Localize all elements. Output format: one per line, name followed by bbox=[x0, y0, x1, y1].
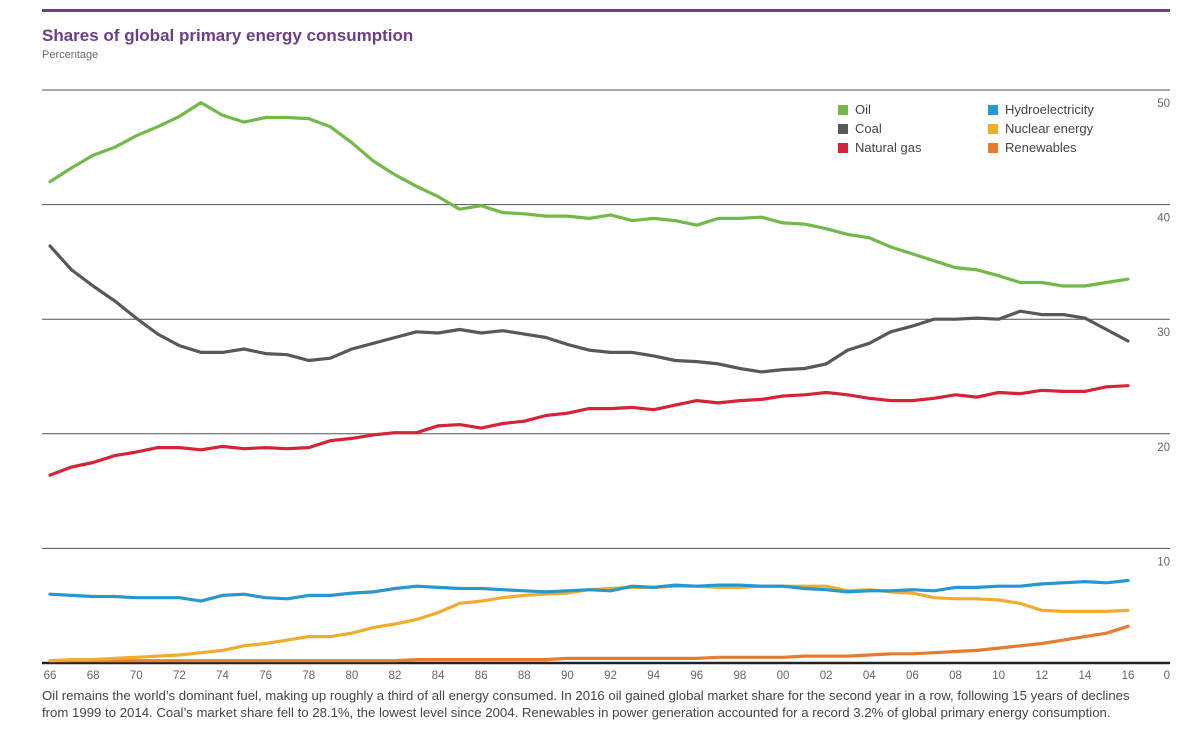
x-tick-label: 96 bbox=[690, 670, 703, 682]
y-tick-label: 40 bbox=[1157, 213, 1170, 225]
series-line-coal bbox=[48, 244, 1130, 374]
x-tick-label: 70 bbox=[130, 670, 143, 682]
x-tick-label: 14 bbox=[1078, 670, 1091, 682]
series-line-renewables bbox=[48, 624, 1130, 663]
x-tick-label: 90 bbox=[561, 670, 574, 682]
x-tick-label: 16 bbox=[1122, 670, 1135, 682]
legend-swatch-natural-gas bbox=[838, 142, 848, 153]
legend-item-hydroelectricity: Hydroelectricity bbox=[988, 100, 1158, 119]
legend-label: Natural gas bbox=[855, 140, 922, 155]
x-tick-label: 92 bbox=[604, 670, 617, 682]
y-tick-label: 50 bbox=[1157, 98, 1170, 110]
legend-item-coal: Coal bbox=[838, 119, 1008, 138]
y-tick-label: 10 bbox=[1157, 556, 1170, 568]
x-tick-label: 66 bbox=[44, 670, 57, 682]
x-tick-label: 94 bbox=[647, 670, 660, 682]
y-tick-label: 0 bbox=[1164, 670, 1170, 682]
x-tick-label: 74 bbox=[216, 670, 229, 682]
legend-label: Nuclear energy bbox=[1005, 121, 1094, 136]
x-tick-label: 00 bbox=[777, 670, 790, 682]
series-lines bbox=[48, 100, 1130, 663]
legend-label: Coal bbox=[855, 121, 882, 136]
legend-swatch-oil bbox=[838, 104, 848, 115]
x-tick-label: 08 bbox=[949, 670, 962, 682]
chart-subtitle: Percentage bbox=[42, 49, 99, 61]
y-tick-label: 20 bbox=[1157, 442, 1170, 454]
series-line-hydroelectricity bbox=[48, 578, 1130, 603]
x-tick-label: 76 bbox=[259, 670, 272, 682]
gridlines bbox=[42, 89, 1170, 665]
legend-item-oil: Oil bbox=[838, 100, 1008, 119]
chart-title: Shares of global primary energy consumpt… bbox=[42, 26, 414, 45]
x-tick-label: 78 bbox=[302, 670, 315, 682]
x-tick-label: 80 bbox=[345, 670, 358, 682]
legend-column-1: Oil Coal Natural gas bbox=[838, 100, 1008, 157]
x-tick-label: 06 bbox=[906, 670, 919, 682]
legend-label: Hydroelectricity bbox=[1005, 102, 1094, 117]
legend-swatch-renewables bbox=[988, 142, 998, 153]
chart-caption: Oil remains the world’s dominant fuel, m… bbox=[42, 688, 1130, 720]
legend-item-renewables: Renewables bbox=[988, 138, 1158, 157]
x-tick-label: 82 bbox=[389, 670, 402, 682]
legend-item-nuclear: Nuclear energy bbox=[988, 119, 1158, 138]
series-line-natural-gas bbox=[48, 384, 1130, 477]
x-tick-label: 12 bbox=[1035, 670, 1048, 682]
x-tick-label: 10 bbox=[992, 670, 1005, 682]
y-axis-ticks: 0 10 20 30 40 50 bbox=[1157, 98, 1170, 682]
x-tick-label: 72 bbox=[173, 670, 186, 682]
legend-label: Oil bbox=[855, 102, 871, 117]
y-tick-label: 30 bbox=[1157, 327, 1170, 339]
x-tick-label: 04 bbox=[863, 670, 876, 682]
x-axis-ticks: 66 68 70 72 74 76 78 80 82 84 86 88 90 92 94 96 98 00 02 04… bbox=[44, 670, 1135, 682]
legend-swatch-coal bbox=[838, 123, 848, 134]
legend-item-natural-gas: Natural gas bbox=[838, 138, 1008, 157]
x-tick-label: 02 bbox=[820, 670, 833, 682]
top-rule bbox=[42, 9, 1170, 12]
x-tick-label: 88 bbox=[518, 670, 531, 682]
legend-swatch-hydroelectricity bbox=[988, 104, 998, 115]
legend-column-2: Hydroelectricity Nuclear energy Renewabl… bbox=[988, 100, 1158, 157]
x-tick-label: 68 bbox=[87, 670, 100, 682]
legend-label: Renewables bbox=[1005, 140, 1077, 155]
x-tick-label: 86 bbox=[475, 670, 488, 682]
series-line-oil bbox=[48, 100, 1130, 288]
x-tick-label: 84 bbox=[432, 670, 445, 682]
x-tick-label: 98 bbox=[734, 670, 747, 682]
legend-swatch-nuclear bbox=[988, 123, 998, 134]
